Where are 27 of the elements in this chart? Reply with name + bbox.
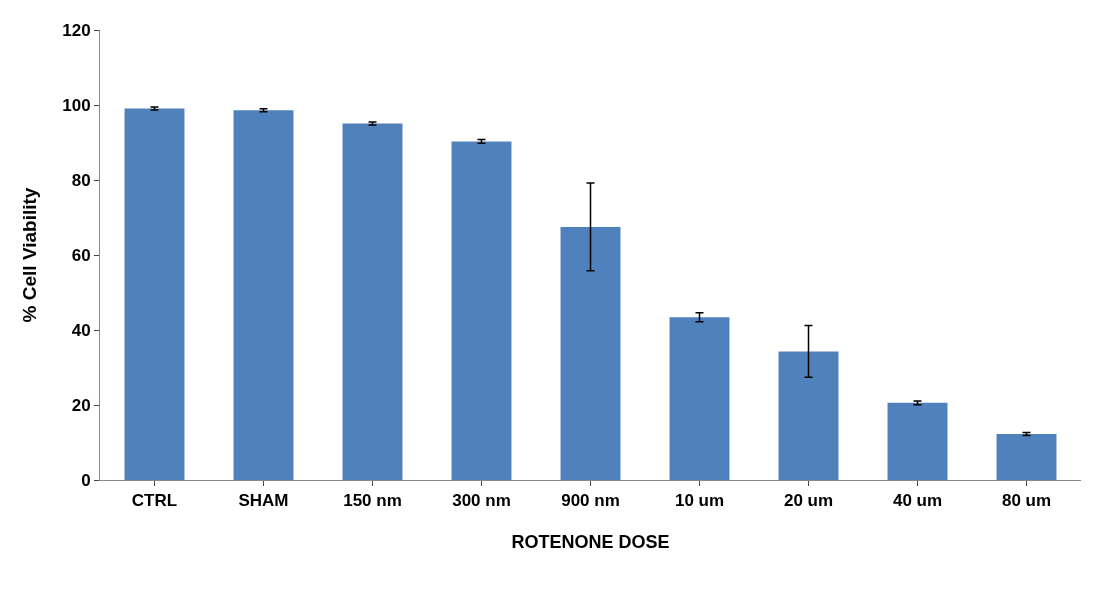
y-tick-label: 80 bbox=[71, 170, 91, 190]
y-tick-label: 60 bbox=[71, 245, 91, 265]
x-tick-label: 40 um bbox=[892, 491, 943, 511]
x-tick-label: 80 um bbox=[1001, 491, 1052, 511]
y-tick-label: 40 bbox=[71, 320, 91, 340]
bar bbox=[778, 351, 839, 480]
bar bbox=[342, 123, 403, 480]
y-tick-label: 100 bbox=[62, 95, 91, 115]
bar bbox=[560, 226, 621, 480]
y-tick-label: 0 bbox=[81, 470, 91, 490]
bar bbox=[996, 433, 1057, 480]
y-tick-label: 120 bbox=[62, 20, 91, 40]
x-tick-label: CTRL bbox=[131, 491, 178, 511]
x-tick-label: SHAM bbox=[238, 491, 289, 511]
bar bbox=[887, 402, 948, 480]
x-tick-label: 10 um bbox=[674, 491, 725, 511]
x-axis-title: ROTENONE DOSE bbox=[511, 531, 670, 552]
bar bbox=[124, 108, 185, 480]
y-axis-title: % Cell Viability bbox=[19, 187, 41, 323]
x-tick-label: 900 nm bbox=[561, 491, 620, 511]
bar bbox=[669, 317, 730, 480]
y-tick-label: 20 bbox=[71, 395, 91, 415]
bar bbox=[451, 141, 512, 480]
bar bbox=[233, 110, 294, 480]
x-tick-label: 150 nm bbox=[343, 491, 402, 511]
x-tick-label: 300 nm bbox=[452, 491, 511, 511]
x-tick-label: 20 um bbox=[783, 491, 834, 511]
